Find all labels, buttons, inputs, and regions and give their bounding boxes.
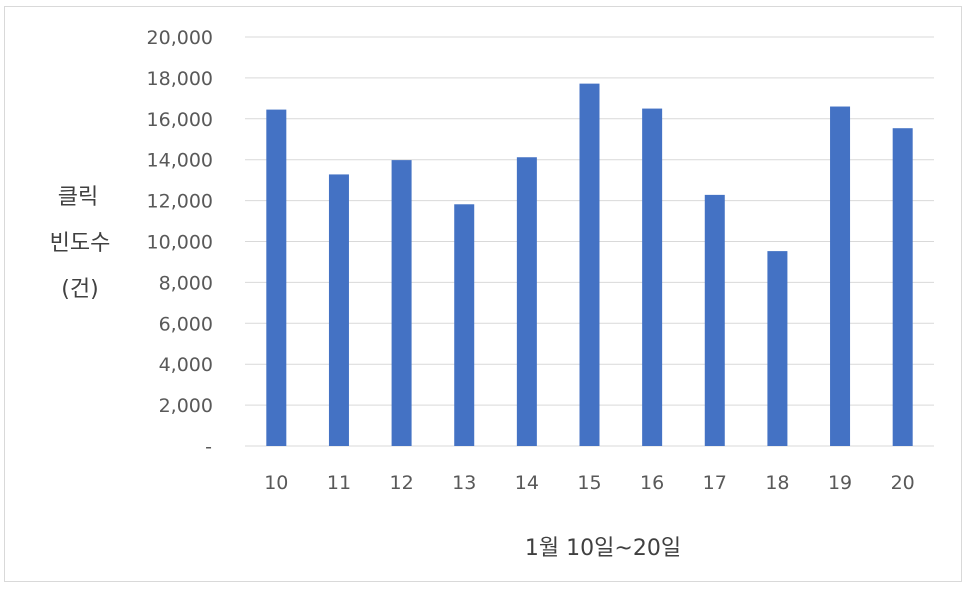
y-axis-title: 클릭 빈도수 (건): [50, 185, 111, 302]
y-tick-label: 14,000: [147, 150, 213, 172]
y-axis-title-line-3: (건): [61, 277, 98, 302]
y-tick-label: -: [205, 436, 212, 458]
x-tick-label: 15: [577, 472, 601, 494]
x-tick-label: 17: [703, 472, 727, 494]
bar: [892, 128, 913, 446]
bar: [704, 194, 725, 446]
x-tick-label: 18: [765, 472, 789, 494]
bars: [266, 83, 913, 446]
x-tick-label: 14: [515, 472, 539, 494]
y-tick-labels: - 2,000 4,000 6,000 8,000 10,000 12,000 14,000 1…: [147, 27, 213, 458]
y-axis-title-line-1: 클릭: [58, 185, 98, 210]
bar: [391, 160, 412, 446]
y-tick-label: 16,000: [147, 109, 213, 131]
y-axis-title-line-2: 빈도수: [50, 231, 111, 256]
y-tick-label: 6,000: [159, 313, 213, 335]
bar: [642, 108, 663, 446]
x-tick-label: 12: [389, 472, 413, 494]
y-tick-label: 20,000: [147, 27, 213, 49]
y-tick-label: 10,000: [147, 232, 213, 254]
bar: [516, 157, 537, 446]
y-tick-label: 18,000: [147, 68, 213, 90]
y-tick-label: 8,000: [159, 272, 213, 294]
bar: [579, 83, 600, 446]
x-tick-label: 16: [640, 472, 664, 494]
bar: [328, 174, 349, 446]
bar: [454, 204, 475, 446]
x-tick-label: 10: [264, 472, 288, 494]
y-tick-label: 4,000: [159, 354, 213, 376]
chart-frame: [4, 6, 962, 582]
x-tick-label: 20: [891, 472, 915, 494]
x-tick-label: 11: [327, 472, 351, 494]
x-tick-label: 19: [828, 472, 852, 494]
bar: [266, 109, 287, 446]
x-axis-title: 1월 10일~20일: [525, 536, 681, 561]
y-tick-label: 2,000: [159, 395, 213, 417]
bar: [830, 106, 851, 446]
x-tick-label: 13: [452, 472, 476, 494]
x-tick-labels: 10 11 12 13 14 15 16 17 18 19 20: [264, 472, 915, 494]
bar: [767, 251, 788, 446]
y-tick-label: 12,000: [147, 191, 213, 213]
